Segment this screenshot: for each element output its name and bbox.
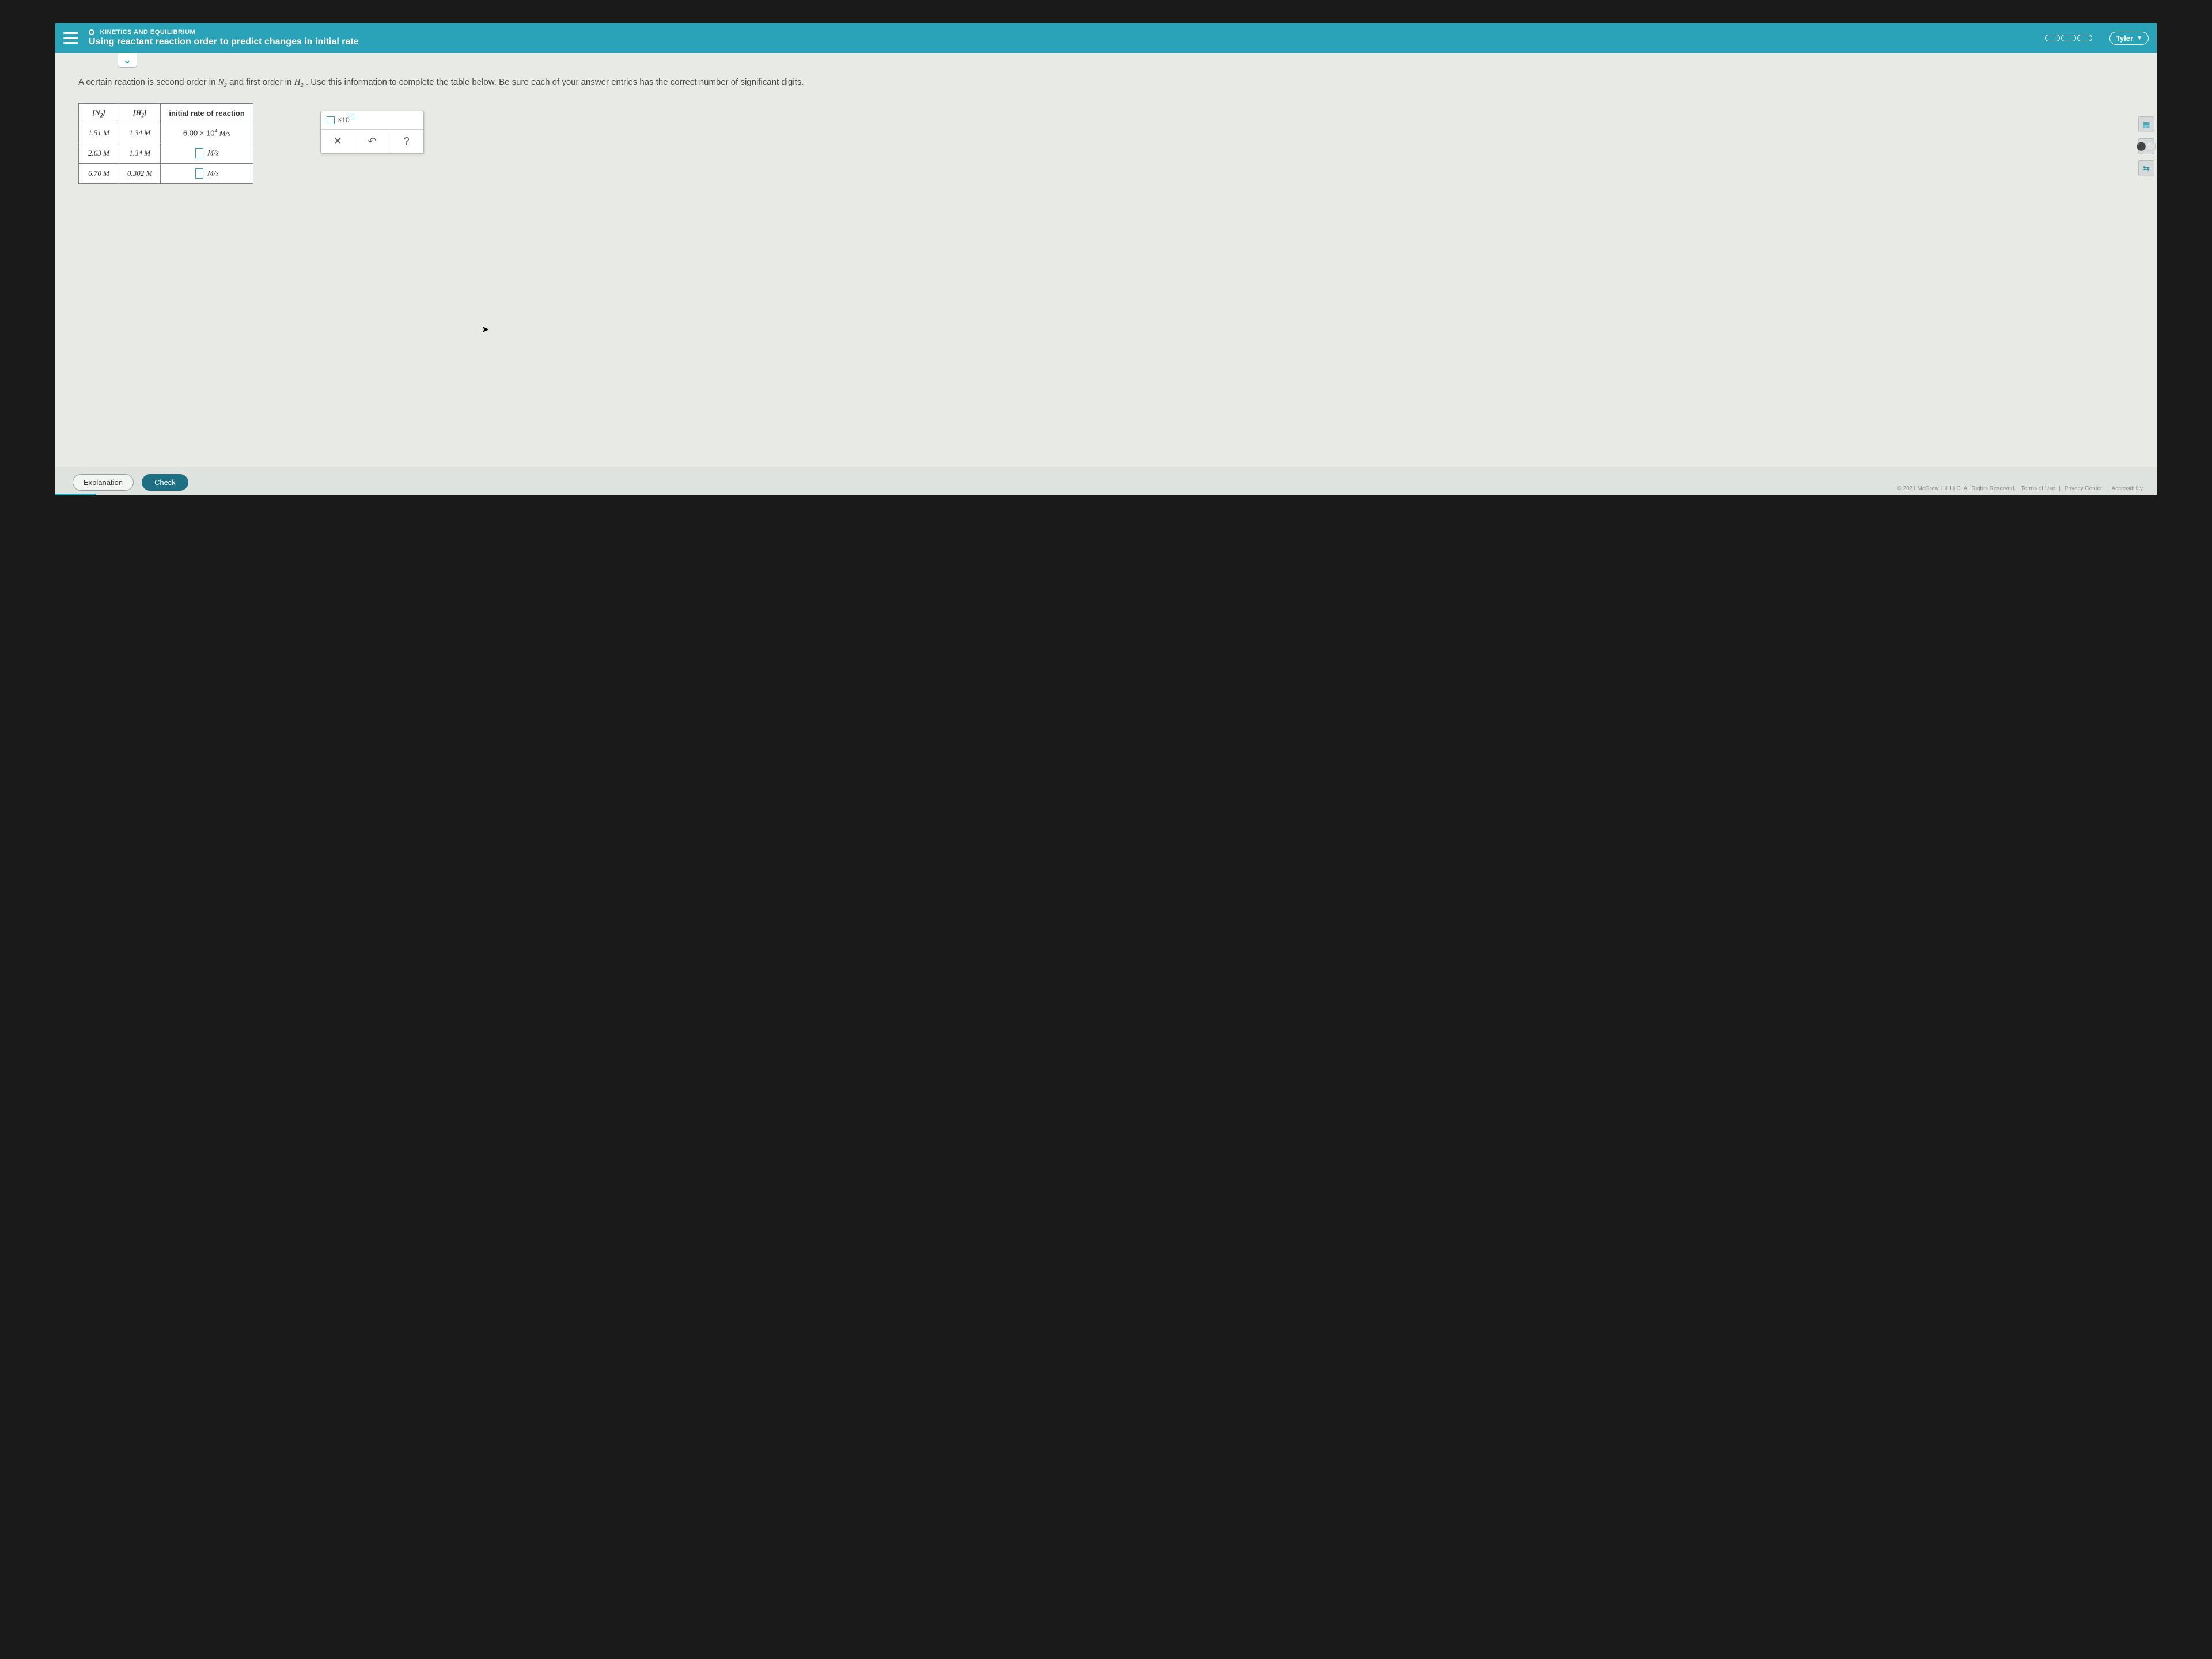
undo-button[interactable]: ↶ (355, 130, 389, 153)
q-mid: and first order in (229, 77, 294, 87)
col-h2-header: [H2] (119, 103, 161, 123)
exponent-box-icon (350, 115, 354, 119)
q-n-sub: 2 (224, 82, 227, 89)
q-n: N (218, 78, 224, 87)
cell-n2: 6.70 M (79, 163, 119, 183)
grid-icon: ▦ (2142, 120, 2150, 130)
table-row: 6.70 M 0.302 M M/s (79, 163, 253, 183)
chevron-down-icon: ▼ (2137, 35, 2142, 41)
legal-footer: © 2021 McGraw Hill LLC. All Rights Reser… (1897, 486, 2145, 492)
bottom-bar: Explanation Check © 2021 McGraw Hill LLC… (55, 467, 2157, 495)
undo-icon: ↶ (368, 135, 376, 147)
privacy-link[interactable]: Privacy Center (2065, 486, 2103, 492)
mantissa-box-icon (327, 116, 335, 124)
reaction-table: [N2] [H2] initial rate of reaction 1.51 … (78, 103, 253, 184)
cell-rate: 6.00 × 104 M/s (161, 123, 253, 143)
check-button[interactable]: Check (142, 474, 188, 491)
question-area: ⌄ A certain reaction is second order in … (55, 53, 2157, 467)
dropdown-toggle[interactable]: ⌄ (118, 53, 137, 68)
cell-n2: 2.63 M (79, 143, 119, 163)
input-tool-palette: ×10 ✕ ↶ ? (320, 111, 424, 154)
swap-icon: ⇆ (2143, 164, 2150, 173)
user-name: Tyler (2116, 34, 2133, 43)
cell-rate-input[interactable]: M/s (161, 143, 253, 163)
table-row: 1.51 M 1.34 M 6.00 × 104 M/s (79, 123, 253, 143)
sci-label: ×10 (338, 116, 349, 124)
cell-h2: 1.34 M (119, 123, 161, 143)
sci-notation-tool[interactable]: ×10 (321, 111, 423, 130)
header-titles: KINETICS AND EQUILIBRIUM Using reactant … (89, 29, 2045, 47)
help-icon: ? (404, 135, 410, 147)
accessibility-link[interactable]: Accessibility (2112, 486, 2143, 492)
calculator-tool[interactable]: ▦ (2138, 116, 2154, 132)
reference-tool[interactable]: ⇆ (2138, 160, 2154, 176)
side-toolbar: ▦ ⚫⚪ ⇆ (2138, 116, 2157, 176)
progress-indicator (2045, 35, 2092, 41)
explanation-button[interactable]: Explanation (73, 474, 134, 491)
terms-link[interactable]: Terms of Use (2021, 486, 2055, 492)
q-pre: A certain reaction is second order in (78, 77, 218, 87)
cell-rate-input[interactable]: M/s (161, 163, 253, 183)
cell-h2: 1.34 M (119, 143, 161, 163)
answer-input[interactable] (195, 148, 203, 158)
cursor-icon: ➤ (482, 324, 489, 335)
q-post: . Use this information to complete the t… (306, 77, 804, 87)
atoms-icon: ⚫⚪ (2137, 142, 2157, 151)
header-title: Using reactant reaction order to predict… (89, 37, 2045, 47)
cell-h2: 0.302 M (119, 163, 161, 183)
answer-input[interactable] (195, 168, 203, 179)
table-row: 2.63 M 1.34 M M/s (79, 143, 253, 163)
header-bar: KINETICS AND EQUILIBRIUM Using reactant … (55, 23, 2157, 53)
col-n2-header: [N2] (79, 103, 119, 123)
user-menu[interactable]: Tyler ▼ (2109, 32, 2149, 45)
q-h: H (294, 78, 301, 87)
help-button[interactable]: ? (389, 130, 423, 153)
close-icon: ✕ (334, 135, 342, 147)
menu-icon[interactable] (63, 32, 78, 44)
clear-button[interactable]: ✕ (321, 130, 355, 153)
question-text: A certain reaction is second order in N2… (78, 76, 2031, 90)
copyright-text: © 2021 McGraw Hill LLC. All Rights Reser… (1897, 486, 2016, 492)
app-screen: KINETICS AND EQUILIBRIUM Using reactant … (55, 23, 2157, 495)
col-rate-header: initial rate of reaction (161, 103, 253, 123)
accent-underline (55, 494, 96, 495)
cell-n2: 1.51 M (79, 123, 119, 143)
topic-circle-icon (89, 29, 94, 35)
header-eyebrow: KINETICS AND EQUILIBRIUM (89, 29, 2045, 36)
periodic-tool[interactable]: ⚫⚪ (2138, 138, 2154, 154)
q-h-sub: 2 (300, 82, 303, 89)
chevron-down-icon: ⌄ (123, 55, 131, 66)
eyebrow-text: KINETICS AND EQUILIBRIUM (100, 29, 196, 36)
